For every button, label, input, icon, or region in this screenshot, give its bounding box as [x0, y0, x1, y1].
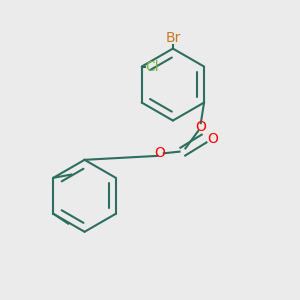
Text: O: O [207, 131, 218, 146]
Text: Br: Br [165, 31, 181, 45]
Text: Cl: Cl [146, 60, 159, 74]
Text: O: O [195, 120, 206, 134]
Text: O: O [154, 146, 165, 160]
